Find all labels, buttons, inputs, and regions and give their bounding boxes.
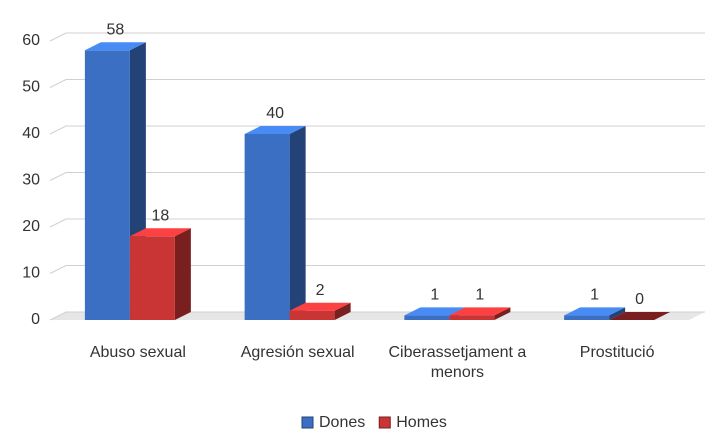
bar-top <box>404 307 466 316</box>
x-tick-label: Abuso sexual <box>89 344 186 361</box>
data-label: 1 <box>590 287 599 304</box>
bar-side <box>289 126 306 320</box>
bar <box>449 315 495 320</box>
data-label: 1 <box>430 287 439 304</box>
grid-line <box>49 172 705 181</box>
data-label: 2 <box>316 282 325 299</box>
bar-side <box>494 307 511 320</box>
bar-side <box>174 228 191 320</box>
bar <box>404 315 450 320</box>
bar <box>564 315 610 320</box>
grid-line <box>49 32 705 42</box>
data-label: 40 <box>266 105 284 122</box>
data-label: 0 <box>635 291 644 308</box>
y-tick-label: 10 <box>22 265 40 282</box>
grid-line <box>49 125 705 135</box>
grid-line <box>49 79 705 88</box>
bar-top <box>564 307 626 316</box>
bar-top <box>609 312 671 320</box>
floor <box>50 312 705 320</box>
legend-swatch <box>301 416 314 429</box>
bar-top <box>449 307 511 316</box>
x-tick-label: Prostitució <box>579 344 655 361</box>
bar <box>129 236 175 320</box>
y-tick-label: 0 <box>31 311 40 328</box>
x-tick-label: Agresión sexual <box>240 344 355 361</box>
y-tick-label: 40 <box>22 125 40 142</box>
bar-top <box>129 228 191 237</box>
data-label: 58 <box>106 22 124 39</box>
y-tick-label: 20 <box>22 218 40 235</box>
y-tick-label: 30 <box>22 172 40 189</box>
bar <box>244 134 290 320</box>
legend-label: Homes <box>396 414 447 430</box>
x-tick-label: Ciberassetjament a menors <box>388 344 527 381</box>
bar-top <box>289 302 351 311</box>
grid-line <box>49 218 705 228</box>
legend-label: Dones <box>319 414 365 430</box>
bar-side <box>609 307 626 320</box>
legend-swatch <box>378 416 391 429</box>
bar-top <box>244 126 306 134</box>
bar <box>84 50 130 321</box>
data-label: 18 <box>151 208 169 225</box>
bar <box>289 310 335 320</box>
grid-line <box>49 265 705 274</box>
bar-side <box>334 302 351 320</box>
y-tick-label: 60 <box>22 32 40 49</box>
bar-top <box>84 42 146 51</box>
y-tick-label: 50 <box>22 79 40 96</box>
data-label: 1 <box>475 287 484 304</box>
